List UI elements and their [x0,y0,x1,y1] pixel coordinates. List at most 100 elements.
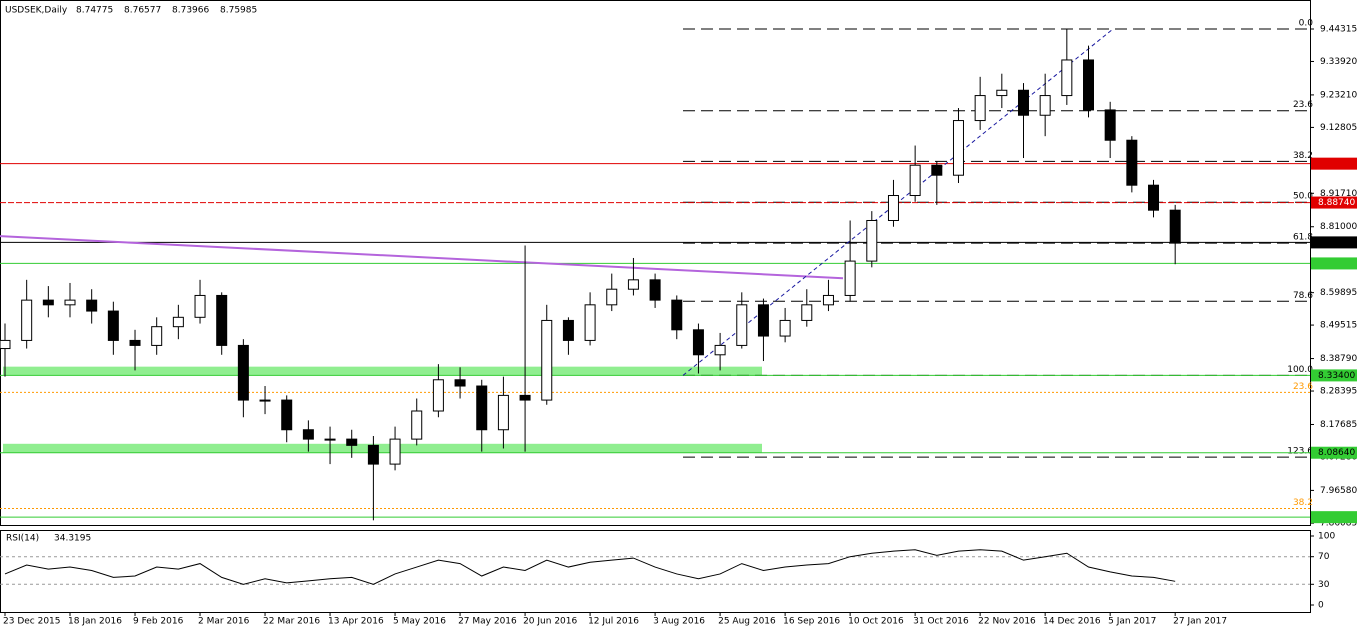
x-tick-label: 9 Feb 2016 [133,617,184,627]
candle-body [671,299,683,331]
candle-body [801,304,813,321]
x-tick-label: 5 Jan 2017 [1108,617,1156,627]
rsi-pane [0,530,1311,613]
x-tick-label: 3 Aug 2016 [653,617,705,627]
candle-body [736,304,748,346]
symbol-title: USDSEK,Daily [5,6,68,16]
candle-body [1104,109,1116,141]
rsi-tick-label: 30 [1318,580,1330,590]
price-label-box [1311,446,1357,459]
fib-label: 50.0 [1293,192,1313,202]
x-tick-label: 12 Jul 2016 [588,617,639,627]
x-tick-label: 2 Mar 2016 [198,617,250,627]
candle-body [151,326,163,346]
candle-body [324,438,336,441]
candle-body [129,339,141,346]
fib-label: 100.0 [1287,365,1313,375]
candle-body [649,279,661,301]
price-label: 8.08640 [1318,448,1355,458]
candle-body [584,304,596,341]
y-tick-label: 9.23210 [1320,90,1357,100]
candle-body [1126,139,1138,186]
candle-body [606,288,618,306]
candle-body [0,339,11,350]
candle-body [822,294,834,306]
x-tick-label: 14 Dec 2016 [1043,617,1101,627]
rsi-line [4,549,1176,585]
candle-body [1083,59,1094,111]
header-value: 8.76577 [124,6,161,16]
candle-body [346,438,358,446]
rsi-last: 34.3195 [54,534,91,544]
candle-body [952,120,964,176]
candle-body [454,379,466,387]
y-tick-label: 8.81000 [1320,222,1357,232]
candle-body [259,399,271,402]
fib-label: 61.8 [1293,233,1313,243]
x-tick-label: 20 Jun 2016 [523,617,577,627]
candle-body [931,164,943,176]
candle-body [302,429,314,440]
x-tick-label: 31 Oct 2016 [913,617,969,627]
fib-label-2: 38.2 [1293,498,1313,508]
x-tick-label: 16 Sep 2016 [783,617,840,627]
rsi-title: RSI(14) [6,534,39,544]
x-tick-label: 22 Nov 2016 [978,617,1036,627]
price-label-box [1311,157,1357,170]
y-tick-label: 7.86085 [1320,519,1357,529]
candle-body [411,410,423,440]
y-tick-label: 9.44315 [1320,24,1357,34]
rsi-tick-label: 0 [1318,601,1324,611]
trendline [0,235,844,280]
y-tick-label: 8.38790 [1320,354,1357,364]
fib-label: 78.6 [1293,291,1313,301]
candle-body [519,394,531,401]
rsi-tick-label: 70 [1318,552,1330,562]
candle-body [389,438,401,465]
y-tick-label: 8.59895 [1320,288,1357,298]
candle-body [974,95,986,122]
header-value: 8.73966 [172,6,209,16]
fib-label: 123.6 [1287,447,1313,457]
x-tick-label: 27 May 2016 [458,617,517,627]
candle-body [367,444,379,465]
candle-body [909,164,921,197]
candle-body [887,195,899,221]
candle-body [237,344,249,401]
y-tick-label: 8.91710 [1320,189,1357,199]
y-tick-label: 8.17685 [1320,420,1357,430]
price-label: 8.33400 [1318,371,1355,381]
y-tick-label: 7.96580 [1320,486,1357,496]
candle-body [172,316,184,328]
candle-body [216,294,228,346]
candle-body [714,344,726,356]
support-zone [3,366,762,376]
candle-body [562,319,574,341]
x-tick-label: 13 Apr 2016 [328,617,384,627]
fib-label: 0.0 [1299,18,1314,28]
price-label-box [1311,257,1357,270]
candle-body [692,329,704,356]
x-tick-label: 25 Aug 2016 [718,617,776,627]
candle-body [779,319,791,337]
fib-label: 23.6 [1293,100,1313,110]
candle-body [194,294,206,318]
x-tick-label: 22 Mar 2016 [263,617,320,627]
price-label-box [1311,196,1357,209]
candle-body [64,299,76,306]
candle-body [432,379,444,412]
candle-body [541,319,553,401]
price-label-box [1311,369,1357,382]
candle-body [497,394,509,431]
candle-body [107,310,119,341]
y-tick-label: 8.49515 [1320,321,1357,331]
candle-body [1061,59,1073,97]
candle-body [1148,184,1160,211]
candle-body [844,260,856,296]
x-tick-label: 27 Jan 2017 [1173,617,1227,627]
candle-body [1017,89,1029,116]
fib-label-2: 23.6 [1293,382,1313,392]
candle-body [476,385,488,431]
header-value: 8.75985 [220,6,257,16]
